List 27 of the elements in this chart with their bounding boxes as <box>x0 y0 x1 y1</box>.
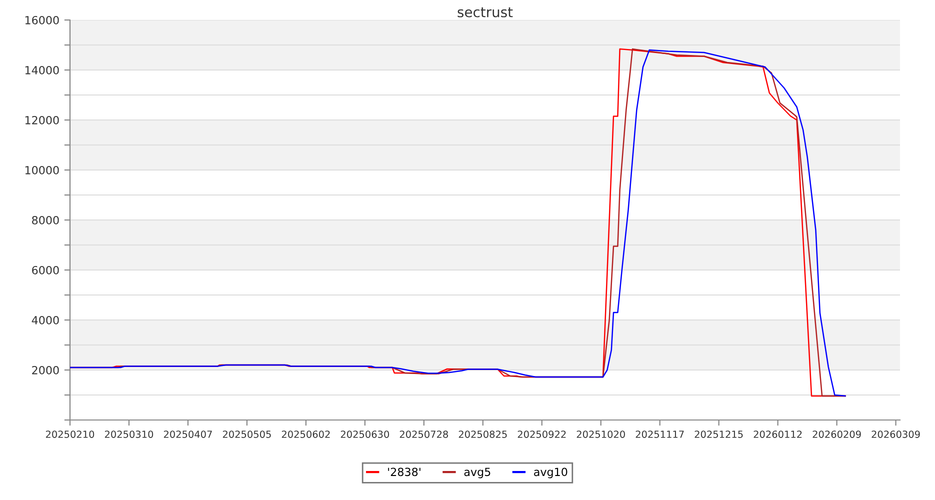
chart-title: sectrust <box>458 7 513 18</box>
x-tick-label: 20250407 <box>164 430 212 438</box>
y-tick-label: 4000 <box>32 316 59 324</box>
y-tick-label: 2000 <box>32 366 59 374</box>
y-tick-label: 10000 <box>25 166 59 174</box>
legend-label: avg5 <box>464 468 490 478</box>
legend-label: '2838' <box>388 468 420 476</box>
x-tick-label: 20250728 <box>400 430 448 438</box>
y-tick-label: 16000 <box>25 16 59 24</box>
x-tick-label: 20250602 <box>282 430 330 438</box>
x-tick-label: 20260209 <box>812 430 861 438</box>
x-tick-label: 20250210 <box>46 430 94 438</box>
y-tick-label: 12000 <box>25 116 59 124</box>
x-tick-label: 20260309 <box>872 430 920 438</box>
x-tick-label: 20250505 <box>222 430 271 438</box>
x-tick-label: 20250825 <box>458 430 507 438</box>
y-tick-label: 8000 <box>32 216 59 224</box>
x-tick-label: 20251020 <box>576 430 625 438</box>
x-tick-label: 20250310 <box>104 430 154 438</box>
x-tick-label: 20251215 <box>694 430 743 438</box>
y-tick-label: 6000 <box>32 266 59 274</box>
x-tick-label: 20250630 <box>340 430 390 438</box>
x-tick-label: 20260112 <box>754 430 802 438</box>
x-tick-label: 20250922 <box>518 430 566 438</box>
x-tick-label: 20251117 <box>636 430 684 438</box>
legend-label: avg10 <box>534 468 568 478</box>
y-tick-label: 14000 <box>25 66 59 74</box>
